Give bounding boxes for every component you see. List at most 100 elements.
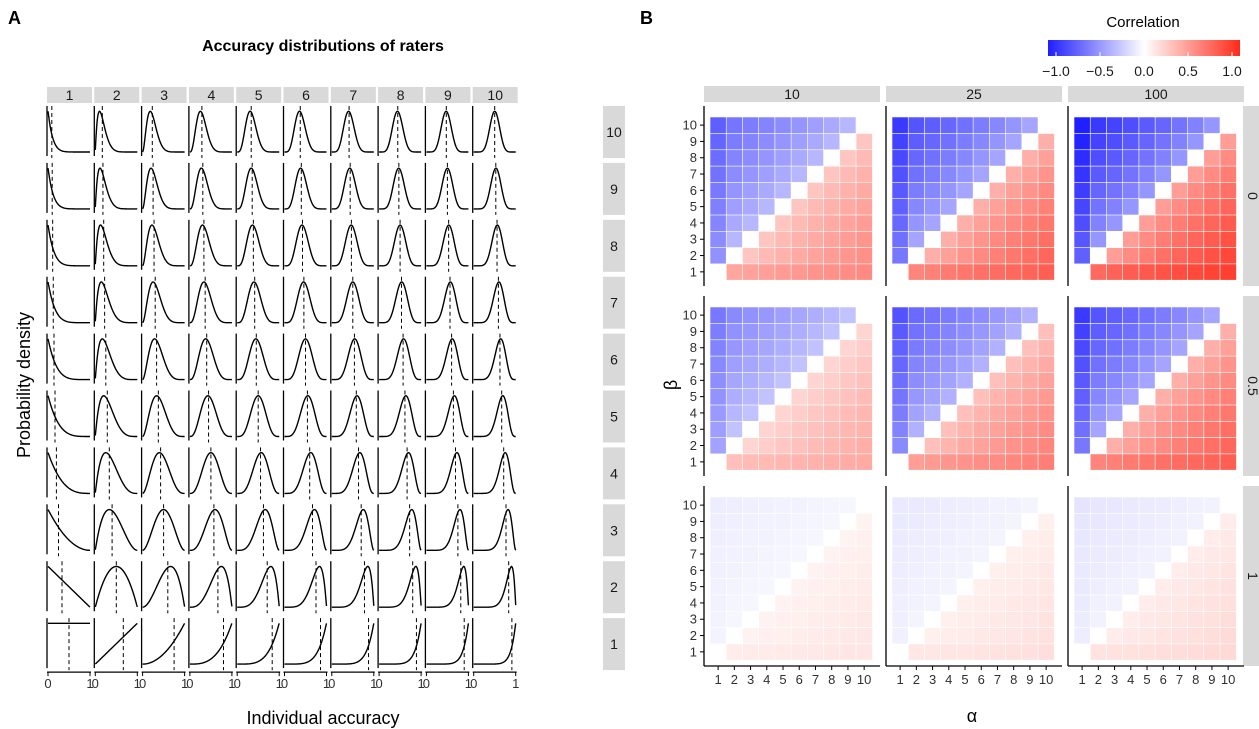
- heatmap-cell: [1073, 627, 1091, 645]
- heatmap-cell: [1187, 198, 1205, 216]
- heatmap-cell: [1219, 322, 1237, 341]
- density-panel: [140, 561, 186, 614]
- heatmap-cell: [1073, 388, 1091, 406]
- heatmap-cell: [839, 578, 857, 596]
- heatmap-cell: [774, 437, 792, 455]
- heatmap-cell: [1122, 512, 1140, 531]
- heatmap-cell: [1073, 545, 1091, 563]
- density-curve: [284, 565, 328, 608]
- density-curve: [284, 395, 327, 438]
- density-panel: [140, 447, 185, 500]
- heatmap-cell: [790, 306, 808, 324]
- heatmap-cell: [742, 371, 760, 389]
- density-curve: [284, 451, 327, 495]
- heatmap-cell: [940, 627, 958, 645]
- heatmap-cell: [1219, 610, 1237, 628]
- heatmap-cell: [956, 627, 974, 645]
- heatmap-cell: [907, 545, 925, 563]
- heatmap-panel: [885, 106, 1055, 286]
- heatmap-cell: [1021, 496, 1039, 514]
- heatmap-cell: [1005, 561, 1023, 579]
- heatmap-cell: [1106, 388, 1124, 406]
- heatmap-cell: [891, 116, 909, 134]
- heatmap-cell: [1005, 404, 1023, 422]
- heatmap-cell: [709, 578, 727, 596]
- heatmap-cell: [891, 496, 909, 514]
- heatmap-cell: [1037, 404, 1055, 422]
- density-panel: [140, 162, 185, 215]
- heatmap-cell: [774, 198, 792, 216]
- heatmap-cell: [807, 561, 825, 579]
- heatmap-cell: [1138, 230, 1156, 248]
- heatmap-cell: [758, 437, 776, 455]
- heatmap-cell: [956, 512, 974, 531]
- heatmap-cell: [1171, 561, 1189, 579]
- density-panel: [472, 561, 517, 614]
- heatmap-cell: [1073, 247, 1091, 265]
- heatmap-cell: [891, 181, 909, 199]
- heatmap-cell: [709, 453, 727, 471]
- heatmap-cell: [1073, 420, 1091, 438]
- heatmap-cell: [790, 198, 808, 216]
- heatmap-cell: [758, 643, 776, 661]
- heatmap-cell: [956, 437, 974, 455]
- heatmap-cell: [1122, 496, 1140, 514]
- heatmap-cell: [758, 627, 776, 645]
- heatmap-cell: [758, 165, 776, 183]
- beta-tick-label: 1: [690, 454, 697, 469]
- heatmap-cell: [907, 214, 925, 232]
- alpha-tick-label: 1: [896, 672, 903, 687]
- heatmap-cell: [855, 198, 873, 216]
- heatmap-cell: [1187, 355, 1205, 373]
- heatmap-cell: [972, 437, 990, 455]
- density-curve: [94, 281, 138, 324]
- heatmap-cell: [1154, 643, 1172, 661]
- heatmap-cell: [940, 306, 958, 324]
- heatmap-cell: [1037, 420, 1055, 438]
- heatmap-cell: [1171, 453, 1189, 471]
- heatmap-cell: [774, 149, 792, 167]
- heatmap-cell: [1171, 610, 1189, 628]
- density-panel: [235, 106, 280, 158]
- heatmap-cell: [1122, 404, 1140, 422]
- heatmap-cell: [1187, 322, 1205, 341]
- heatmap-cell: [972, 165, 990, 183]
- heatmap-cell: [891, 404, 909, 422]
- facet-strip-column-label: 2: [113, 87, 121, 103]
- facet-strip-row-label: 9: [610, 181, 618, 197]
- heatmap-cell: [1089, 355, 1107, 373]
- x-tick-label: 0: [423, 676, 430, 691]
- panel-b-ylabel: β: [661, 380, 681, 390]
- heatmap-cell: [1073, 165, 1091, 183]
- facet-strip-row: [603, 333, 625, 386]
- heatmap-cell: [1106, 643, 1124, 661]
- heatmap-cell: [823, 355, 841, 373]
- density-panel: [140, 276, 185, 329]
- heatmap-cell: [1219, 149, 1237, 167]
- heatmap-cell: [972, 404, 990, 422]
- heatmap-cell: [1106, 420, 1124, 438]
- heatmap-cell: [839, 643, 857, 661]
- heatmap-cell: [1187, 643, 1205, 661]
- heatmap-cell: [1154, 404, 1172, 422]
- heatmap-cell: [1138, 545, 1156, 563]
- heatmap-cell: [1138, 437, 1156, 455]
- heatmap-cell: [1138, 529, 1156, 547]
- heatmap-cell: [725, 181, 743, 199]
- heatmap-cell: [940, 247, 958, 265]
- heatmap-cell: [807, 404, 825, 422]
- heatmap-cell: [956, 165, 974, 183]
- heatmap-cell: [855, 610, 873, 628]
- heatmap-cell: [855, 420, 873, 438]
- heatmap-cell: [1203, 306, 1221, 324]
- heatmap-cell: [855, 437, 873, 455]
- heatmap-cell: [940, 263, 958, 281]
- density-panel: [377, 162, 422, 215]
- heatmap-cell: [1171, 263, 1189, 281]
- heatmap-cell: [1122, 149, 1140, 167]
- heatmap-cell: [891, 339, 909, 357]
- heatmap-cell: [907, 404, 925, 422]
- heatmap-cell: [1122, 545, 1140, 563]
- heatmap-cell: [972, 230, 990, 248]
- density-panel: [235, 276, 280, 329]
